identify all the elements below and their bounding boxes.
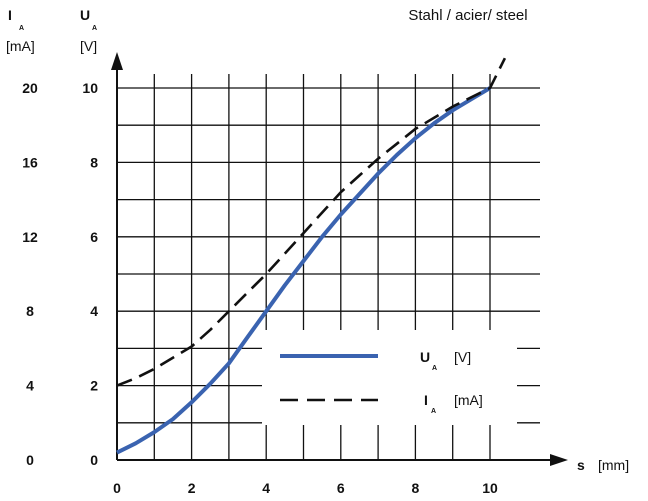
current-tick-label: 4 [26,378,34,394]
x-axis-unit: [mm] [598,457,629,473]
voltage-tick-label: 0 [90,452,98,468]
current-axis-subscript: A [19,25,24,32]
current-tick-label: 0 [26,452,34,468]
current-axis-unit: [mA] [6,38,35,54]
legend-current-unit: [mA] [454,392,483,408]
x-tick-label: 6 [337,480,345,496]
current-tick-label: 20 [22,80,38,96]
current-tick-label: 16 [22,154,38,170]
x-tick-label: 0 [113,480,121,496]
chart-title: Stahl / acier/ steel [408,7,527,24]
voltage-tick-label: 10 [82,80,98,96]
voltage-tick-label: 2 [90,378,98,394]
voltage-tick-label: 4 [90,303,98,319]
x-axis-symbol: s [577,457,585,473]
legend-voltage-symbol: U [420,349,430,365]
voltage-axis-subscript: A [92,25,97,32]
voltage-tick-label: 6 [90,229,98,245]
legend: U A [V] I A [mA] [280,349,483,415]
series-group [116,57,507,455]
current-series-line [116,57,507,387]
axes [111,52,568,466]
legend-current-symbol: I [424,392,428,408]
current-tick-label: 8 [26,303,34,319]
voltage-axis-unit: [V] [80,38,97,54]
x-axis-arrow [550,454,568,466]
tick-labels: 0 2 4 6 8 10 0 2 4 6 8 10 0 4 8 12 16 20 [22,80,498,496]
legend-voltage-subscript: A [432,365,437,372]
legend-voltage-unit: [V] [454,349,471,365]
legend-panel [262,330,517,425]
voltage-series-line [116,86,492,455]
legend-current-subscript: A [431,408,436,415]
voltage-tick-label: 8 [90,154,98,170]
current-axis-symbol: I [8,7,12,23]
y-axis-arrow [111,52,123,70]
x-tick-label: 8 [412,480,420,496]
current-tick-label: 12 [22,229,38,245]
voltage-axis-symbol: U [80,7,90,23]
x-tick-label: 2 [188,480,196,496]
x-tick-label: 10 [482,480,498,496]
x-tick-label: 4 [262,480,270,496]
